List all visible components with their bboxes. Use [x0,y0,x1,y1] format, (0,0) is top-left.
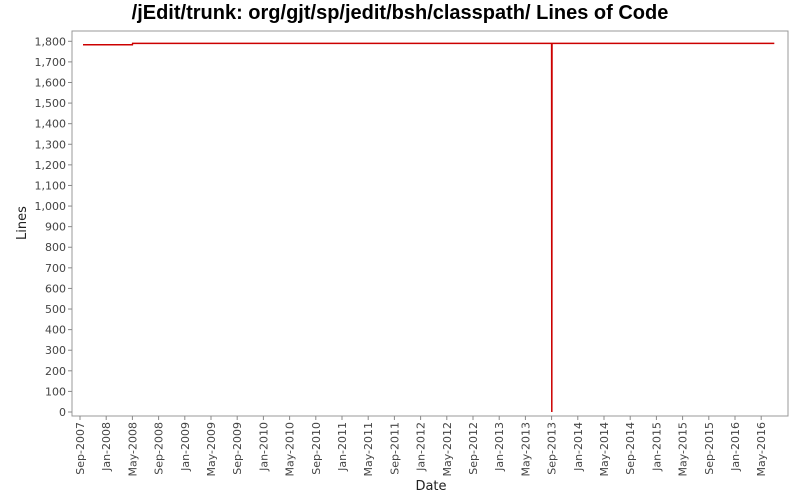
chart-title: /jEdit/trunk: org/gjt/sp/jedit/bsh/class… [131,2,669,24]
y-tick-label: 0 [59,406,66,419]
y-tick-label: 1,400 [35,118,67,131]
x-tick-label: Jan-2014 [572,422,585,472]
y-tick-label: 1,300 [35,138,67,151]
x-tick-label: Sep-2015 [703,422,716,475]
x-tick-label: Jan-2008 [100,422,113,472]
x-tick-label: Sep-2011 [388,422,401,475]
x-tick-label: May-2014 [598,422,611,477]
x-tick-label: Sep-2013 [546,422,559,475]
y-tick-label: 500 [45,303,66,316]
y-axis-label: Lines [15,206,30,240]
x-tick-label: May-2012 [441,422,454,477]
x-tick-label: Jan-2013 [493,422,506,472]
y-tick-label: 1,800 [35,35,67,48]
x-tick-label: May-2008 [126,422,139,477]
y-tick-label: 700 [45,262,66,275]
y-tick-label: 900 [45,221,66,234]
x-tick-label: Sep-2010 [310,422,323,475]
x-tick-label: Jan-2015 [650,422,663,472]
y-tick-label: 1,700 [35,56,67,69]
y-axis: 0 100 200 300 400 500 600 700 800 900 1,000 1,100 1,… [35,35,72,419]
y-tick-label: 1,500 [35,97,67,110]
x-tick-label: May-2009 [205,422,218,477]
x-tick-label: Sep-2007 [74,422,87,475]
plot-area [71,30,789,417]
x-tick-label: May-2010 [284,422,297,477]
y-tick-label: 100 [45,385,66,398]
x-tick-label: Sep-2012 [467,422,480,475]
x-tick-label: May-2013 [519,422,532,477]
y-tick-label: 800 [45,241,66,254]
series-group [83,42,775,413]
x-tick-label: Jan-2011 [336,422,349,472]
x-tick-label: May-2015 [677,422,690,477]
x-tick-label: Jan-2010 [257,422,270,472]
y-tick-label: 1,100 [35,179,67,192]
x-tick-label: Jan-2009 [179,422,192,472]
y-tick-label: 1,200 [35,159,67,172]
x-axis-label: Date [415,479,446,494]
x-tick-label: Sep-2014 [624,422,637,475]
x-tick-label: Sep-2008 [153,422,166,475]
x-tick-label: Jan-2016 [729,422,742,472]
x-tick-label: Sep-2009 [231,422,244,475]
x-tick-label: May-2016 [755,422,768,477]
y-tick-label: 200 [45,365,66,378]
y-tick-label: 1,600 [35,76,67,89]
series-line [83,42,775,413]
y-tick-label: 600 [45,282,66,295]
y-tick-label: 300 [45,344,66,357]
y-tick-label: 400 [45,324,66,337]
x-tick-label: Jan-2012 [415,422,428,472]
x-tick-label: May-2011 [362,422,375,477]
x-axis: Sep-2007 Jan-2008 May-2008 Sep-2008 Jan-2009… [74,416,768,477]
y-tick-label: 1,000 [35,200,67,213]
